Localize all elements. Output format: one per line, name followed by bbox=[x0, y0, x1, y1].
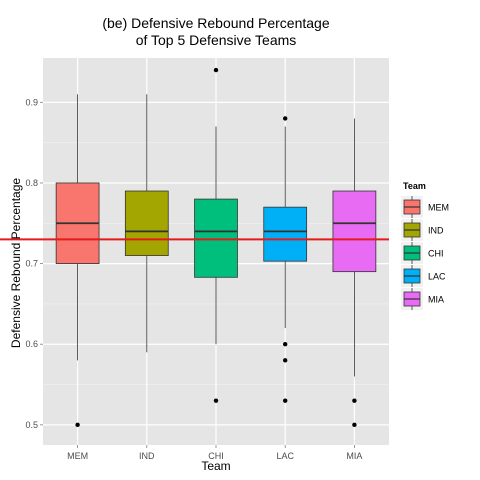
x-tick-label: MIA bbox=[346, 451, 362, 461]
chart-title-line-2: of Top 5 Defensive Teams bbox=[136, 32, 297, 48]
box-chi bbox=[194, 67, 238, 403]
box-mia bbox=[332, 118, 377, 428]
legend-label: IND bbox=[428, 226, 444, 236]
outlier-point bbox=[283, 116, 288, 121]
box-series bbox=[55, 67, 377, 428]
box-body bbox=[332, 190, 377, 273]
x-tick-label: MEM bbox=[67, 451, 88, 461]
box-body bbox=[194, 198, 238, 278]
chart-title: (be) Defensive Rebound Percentage of Top… bbox=[102, 15, 329, 48]
legend-entry-chi: CHI bbox=[401, 242, 444, 264]
legend-label: MEM bbox=[428, 203, 449, 213]
legend: Team MEM IND CHI LAC MIA bbox=[401, 181, 449, 310]
y-tick-label: 0.5 bbox=[25, 420, 38, 430]
y-tick-label: 0.8 bbox=[25, 178, 38, 188]
x-axis-title: Team bbox=[201, 459, 230, 473]
box-ind bbox=[124, 94, 169, 353]
x-tick-label: CHI bbox=[208, 451, 224, 461]
legend-entry-mem: MEM bbox=[401, 196, 449, 218]
y-axis-title: Defensive Rebound Percentage bbox=[9, 178, 23, 348]
x-axis-ticks: MEM IND CHI LAC MIA bbox=[67, 445, 362, 461]
box-body bbox=[124, 190, 169, 256]
outlier-point bbox=[283, 342, 288, 347]
outlier-point bbox=[352, 398, 357, 403]
legend-label: MIA bbox=[428, 295, 444, 305]
box-lac bbox=[263, 116, 308, 403]
outlier-point bbox=[352, 422, 357, 428]
legend-title: Team bbox=[403, 181, 426, 191]
x-tick-label: IND bbox=[139, 451, 155, 461]
legend-label: CHI bbox=[428, 249, 444, 259]
outlier-point bbox=[213, 398, 219, 403]
legend-entry-lac: LAC bbox=[401, 265, 446, 287]
legend-entry-mia: MIA bbox=[401, 288, 444, 310]
box-mem bbox=[55, 94, 100, 428]
outlier-point bbox=[283, 398, 288, 403]
y-axis-ticks: 0.5 0.6 0.7 0.8 0.9 bbox=[25, 97, 43, 430]
outlier-point bbox=[283, 358, 288, 363]
y-tick-label: 0.9 bbox=[25, 97, 38, 107]
y-tick-label: 0.6 bbox=[25, 339, 38, 349]
outlier-point bbox=[213, 67, 219, 73]
legend-entry-ind: IND bbox=[401, 219, 444, 241]
outlier-point bbox=[75, 422, 80, 428]
y-tick-label: 0.7 bbox=[25, 259, 38, 269]
x-tick-label: LAC bbox=[276, 451, 294, 461]
box-body bbox=[263, 206, 308, 262]
legend-entries: MEM IND CHI LAC MIA bbox=[401, 196, 449, 310]
legend-label: LAC bbox=[428, 272, 446, 282]
chart-title-line-1: (be) Defensive Rebound Percentage bbox=[102, 15, 329, 31]
